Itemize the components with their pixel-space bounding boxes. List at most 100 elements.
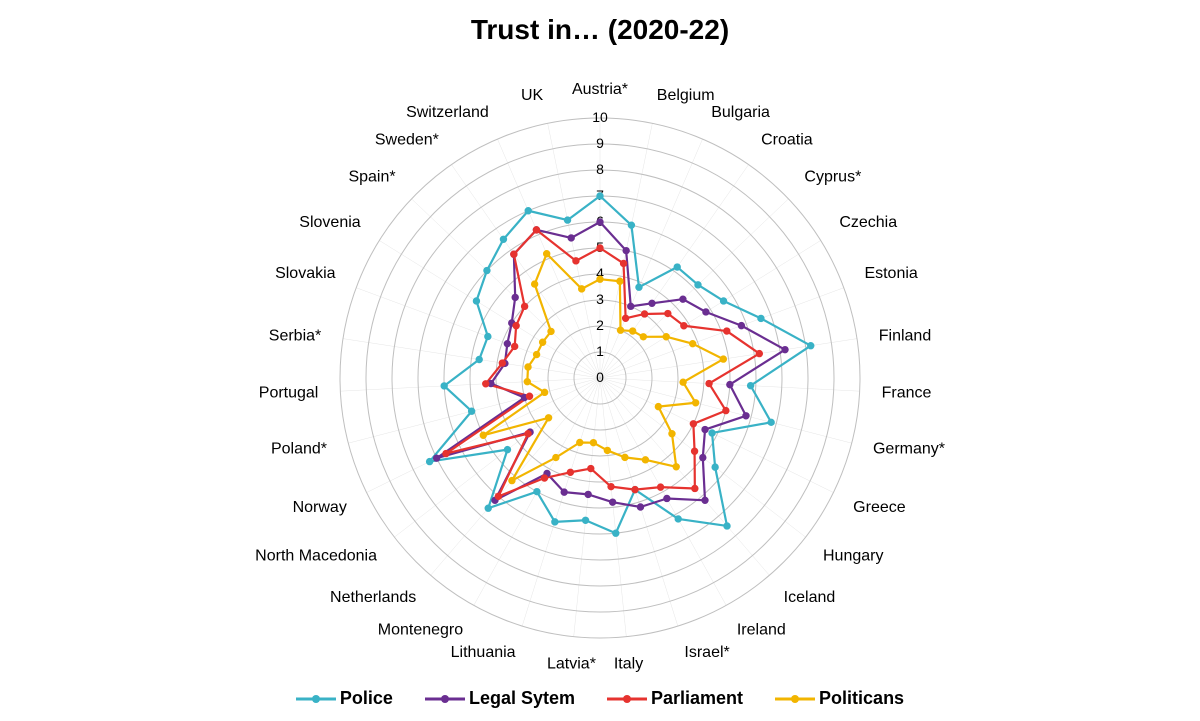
- series-marker: [582, 517, 588, 523]
- series-marker: [484, 267, 490, 273]
- legend-item: Police: [296, 688, 393, 709]
- series-marker: [622, 315, 628, 321]
- tick-label: 3: [596, 291, 604, 307]
- series-marker: [613, 530, 619, 536]
- axis-label: Sweden*: [375, 132, 439, 149]
- series-marker: [702, 497, 708, 503]
- axis-label: Italy: [614, 656, 643, 673]
- series-marker: [747, 382, 753, 388]
- axis-label: Poland*: [271, 441, 327, 458]
- axis-label: UK: [521, 87, 544, 104]
- tick-label: 9: [596, 135, 604, 151]
- series-line: [430, 196, 811, 533]
- axis-label: Spain*: [348, 169, 395, 186]
- series-marker: [533, 227, 539, 233]
- axis-label: Slovakia: [275, 265, 336, 282]
- series-marker: [691, 448, 697, 454]
- series-marker: [649, 300, 655, 306]
- axis-label: Norway: [293, 499, 347, 516]
- series-marker: [511, 343, 517, 349]
- axis-label: Cyprus*: [804, 169, 861, 186]
- series-marker: [609, 499, 615, 505]
- series-marker: [642, 457, 648, 463]
- series-marker: [703, 309, 709, 315]
- series-marker: [655, 403, 661, 409]
- series-marker: [500, 236, 506, 242]
- tick-label: 8: [596, 161, 604, 177]
- series-marker: [617, 278, 623, 284]
- series-marker: [727, 381, 733, 387]
- series-marker: [597, 276, 603, 282]
- series-marker: [585, 491, 591, 497]
- axis-label: Slovenia: [299, 214, 360, 231]
- axis-label: Bulgaria: [711, 104, 770, 121]
- series-marker: [567, 469, 573, 475]
- series-marker: [758, 315, 764, 321]
- legend-swatch: [607, 692, 647, 706]
- series-marker: [664, 495, 670, 501]
- tick-label: 1: [596, 343, 604, 359]
- series-marker: [712, 464, 718, 470]
- axis-label: Austria*: [572, 81, 628, 98]
- series-marker: [513, 323, 519, 329]
- series-marker: [525, 208, 531, 214]
- series-marker: [590, 439, 596, 445]
- series-marker: [564, 217, 570, 223]
- axis-label: Serbia*: [269, 327, 321, 344]
- series-marker: [541, 475, 547, 481]
- series-marker: [573, 258, 579, 264]
- legend-item: Politicans: [775, 688, 904, 709]
- series-marker: [665, 310, 671, 316]
- series-marker: [628, 303, 634, 309]
- series-marker: [597, 219, 603, 225]
- series-marker: [441, 383, 447, 389]
- tick-label: 2: [596, 317, 604, 333]
- series-marker: [637, 504, 643, 510]
- axis-label: Estonia: [864, 265, 917, 282]
- series-marker: [636, 284, 642, 290]
- series-marker: [476, 356, 482, 362]
- series-marker: [632, 486, 638, 492]
- series-marker: [509, 477, 515, 483]
- series-marker: [504, 446, 510, 452]
- series-marker: [657, 484, 663, 490]
- series-marker: [622, 454, 628, 460]
- series-marker: [468, 408, 474, 414]
- series-marker: [568, 235, 574, 241]
- legend-swatch: [775, 692, 815, 706]
- series-marker: [675, 516, 681, 522]
- axis-label: Portugal: [259, 384, 319, 401]
- legend-swatch: [296, 692, 336, 706]
- series-marker: [629, 328, 635, 334]
- axis-label: North Macedonia: [255, 548, 377, 565]
- series-marker: [511, 251, 517, 257]
- series-marker: [782, 346, 788, 352]
- series-marker: [702, 426, 708, 432]
- series-marker: [689, 340, 695, 346]
- tick-label: 10: [592, 109, 608, 125]
- series-marker: [674, 264, 680, 270]
- series-marker: [743, 413, 749, 419]
- series-marker: [597, 193, 603, 199]
- series-marker: [534, 488, 540, 494]
- series-marker: [561, 489, 567, 495]
- series-marker: [504, 340, 510, 346]
- series-marker: [539, 339, 545, 345]
- series-marker: [706, 380, 712, 386]
- series-marker: [768, 419, 774, 425]
- series-marker: [680, 296, 686, 302]
- series-marker: [723, 407, 729, 413]
- series-marker: [690, 421, 696, 427]
- tick-label: 0: [596, 369, 604, 385]
- series-marker: [543, 251, 549, 257]
- series-marker: [808, 343, 814, 349]
- axis-label: Germany*: [873, 441, 945, 458]
- series-marker: [512, 294, 518, 300]
- series-marker: [738, 322, 744, 328]
- legend-item: Legal Sytem: [425, 688, 575, 709]
- legend-label: Parliament: [651, 688, 743, 709]
- series-marker: [695, 282, 701, 288]
- series-marker: [531, 281, 537, 287]
- series-marker: [617, 327, 623, 333]
- series-marker: [680, 379, 686, 385]
